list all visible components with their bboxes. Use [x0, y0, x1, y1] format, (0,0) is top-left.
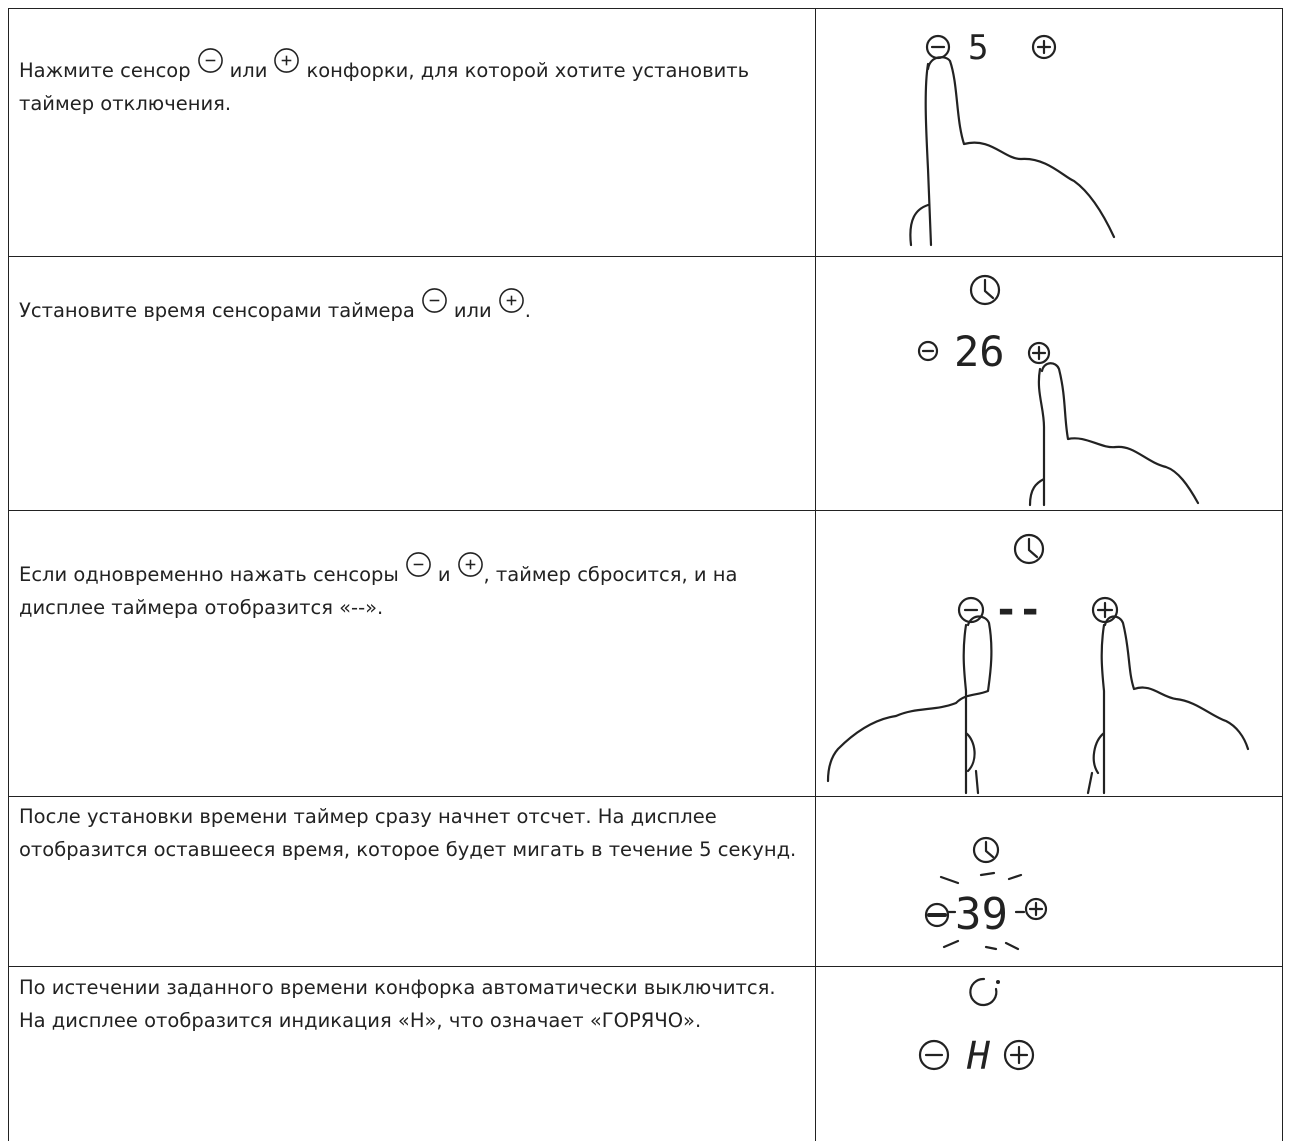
instruction: Нажмите сенсор или конфорки, для которой х…: [9, 9, 815, 120]
instruction: Если одновременно нажать сенсоры и, тайме…: [9, 511, 815, 624]
minus-sensor: [957, 596, 985, 624]
plus-icon: [273, 47, 300, 74]
minus-sensor: [924, 902, 950, 928]
clock-hands: [984, 840, 995, 859]
text-cell: После установки времени таймер сразу нач…: [8, 796, 815, 966]
minus-icon: [421, 287, 448, 314]
plus-icon: [498, 287, 525, 314]
display: H: [966, 1034, 991, 1078]
display: 39: [955, 889, 1008, 940]
illustration: 39: [924, 836, 1048, 951]
text: и: [437, 563, 451, 586]
clock-hands: [1027, 537, 1039, 559]
instruction: Установите время сенсорами таймера или.: [9, 257, 815, 327]
minus-icon: [405, 551, 432, 578]
display: 5: [968, 28, 988, 68]
illustration: --: [826, 533, 1250, 795]
plus-icon: [457, 551, 484, 578]
hot-indicator: [969, 977, 998, 1007]
text: , таймер сбросится, и на дисплее таймера…: [19, 563, 738, 619]
text: Установите время сенсорами таймера: [19, 299, 415, 322]
illustration: H: [918, 977, 1035, 1078]
text: Если одновременно нажать сенсоры: [19, 563, 399, 586]
text-cell: Если одновременно нажать сенсоры и, тайме…: [8, 510, 815, 796]
illustration: 5: [909, 28, 1116, 247]
hand: [909, 56, 1116, 247]
plus-sensor: [1031, 34, 1057, 60]
image-cell: --: [815, 510, 1283, 796]
minus-sensor: [918, 1039, 950, 1071]
right-hand: [1086, 615, 1250, 795]
hand: [1028, 362, 1200, 507]
timer-icon: [1013, 533, 1045, 565]
left-hand: [826, 615, 993, 795]
text: или: [453, 299, 492, 322]
clock-hands: [983, 278, 995, 300]
image-cell: 5: [815, 8, 1283, 256]
display: 26: [954, 327, 1005, 376]
text: После установки времени таймер сразу нач…: [19, 805, 797, 861]
plus-sensor: [1024, 897, 1048, 921]
hot-dot: [996, 980, 1000, 984]
minus-icon: [197, 47, 224, 74]
image-cell: H: [815, 966, 1283, 1141]
text: По истечении заданного времени конфорка …: [19, 976, 776, 1032]
blink-rays: [939, 871, 1026, 951]
display: --: [994, 587, 1042, 633]
text: Нажмите сенсор: [19, 59, 191, 82]
plus-sensor: [1027, 341, 1051, 365]
text: .: [524, 299, 531, 322]
text-cell: Установите время сенсорами таймера или.: [8, 256, 815, 510]
plus-sensor: [1003, 1039, 1035, 1071]
timer-icon: [972, 836, 1000, 864]
text: конфорки, для которой хотите установить …: [19, 59, 750, 115]
instruction: После установки времени таймер сразу нач…: [9, 797, 815, 866]
text: или: [229, 59, 268, 82]
illustration: 26: [917, 274, 1200, 507]
image-cell: 26: [815, 256, 1283, 510]
minus-sensor: [917, 340, 939, 362]
timer-icon: [969, 274, 1001, 306]
text-cell: По истечении заданного времени конфорка …: [8, 966, 815, 1141]
instruction: По истечении заданного времени конфорка …: [9, 967, 815, 1037]
image-cell: 39: [815, 796, 1283, 966]
text-cell: Нажмите сенсор или конфорки, для которой х…: [8, 8, 815, 256]
